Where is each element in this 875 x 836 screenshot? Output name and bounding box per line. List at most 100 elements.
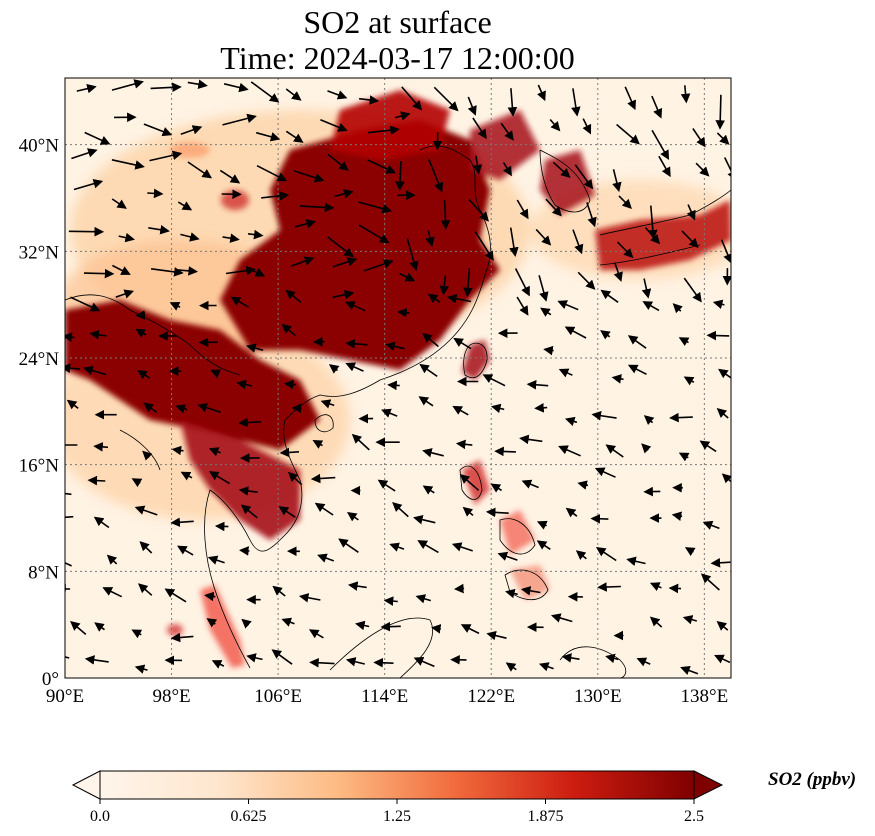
- wind-arrow: [463, 267, 473, 298]
- wind-arrow: [327, 153, 349, 171]
- wind-arrow: [549, 118, 561, 132]
- wind-arrow: [87, 475, 106, 486]
- wind-arrow: [428, 159, 444, 193]
- wind-arrow: [131, 629, 143, 639]
- wind-arrow: [70, 296, 101, 312]
- map-title: SO2 at surface: [303, 4, 492, 40]
- wind-arrow: [561, 653, 580, 663]
- wind-arrow: [467, 96, 477, 116]
- wind-arrow: [700, 573, 720, 591]
- wind-arrow: [422, 332, 439, 348]
- wind-arrow: [649, 616, 663, 628]
- wind-arrow: [505, 662, 517, 672]
- wind-arrow: [380, 621, 401, 632]
- wind-arrow: [271, 649, 293, 665]
- wind-arrow: [70, 620, 87, 636]
- wind-arrow: [507, 88, 518, 117]
- wind-arrow: [671, 511, 683, 521]
- wind-arrow: [367, 125, 400, 135]
- wind-arrow: [387, 380, 400, 391]
- wind-arrow: [574, 164, 594, 190]
- wind-arrow: [170, 632, 194, 643]
- wind-arrow: [669, 412, 693, 423]
- wind-arrow: [284, 379, 296, 390]
- wind-arrow: [627, 364, 647, 376]
- wind-arrow: [150, 267, 184, 277]
- wind-arrow: [419, 363, 438, 378]
- wind-arrow: [137, 583, 153, 596]
- wind-arrow: [418, 396, 434, 407]
- wind-arrow: [65, 492, 72, 496]
- longitude-tick-label: 138°E: [681, 686, 729, 707]
- wind-arrow: [658, 155, 671, 178]
- wind-arrow: [240, 504, 258, 519]
- wind-arrow: [93, 442, 109, 452]
- wind-arrow: [564, 416, 578, 427]
- wind-arrow: [73, 179, 104, 191]
- wind-arrow: [732, 195, 743, 210]
- wind-arrow: [519, 434, 543, 445]
- wind-arrow: [699, 440, 717, 453]
- wind-arrow: [497, 551, 518, 561]
- colorbar-tick-label: 1.875: [528, 808, 564, 825]
- wind-arrow: [308, 629, 324, 639]
- latitude-tick-label: 8°N: [28, 562, 59, 583]
- wind-arrow: [721, 473, 731, 484]
- wind-arrow: [83, 268, 115, 279]
- wind-arrow: [111, 198, 127, 209]
- wind-arrow: [71, 148, 98, 160]
- wind-arrow: [137, 369, 151, 380]
- wind-arrow: [613, 262, 623, 282]
- wind-arrow: [65, 656, 70, 659]
- wind-arrow: [535, 228, 552, 246]
- wind-arrow: [320, 119, 348, 132]
- wind-arrow: [413, 514, 436, 525]
- wind-arrow: [651, 95, 663, 119]
- wind-arrow: [433, 86, 459, 112]
- wind-arrow: [440, 200, 451, 230]
- so2-concentration-field: [65, 90, 731, 668]
- wind-arrow: [65, 332, 75, 342]
- wind-arrow: [187, 161, 213, 179]
- wind-arrow: [490, 483, 503, 493]
- wind-arrow: [591, 410, 617, 421]
- wind-arrow: [712, 299, 725, 309]
- wind-arrow: [222, 113, 257, 126]
- wind-arrow: [618, 195, 632, 210]
- wind-arrow: [502, 162, 512, 177]
- wind-arrow: [94, 622, 105, 632]
- wind-arrow: [187, 79, 208, 89]
- wind-arrow: [211, 660, 225, 669]
- wind-arrow: [716, 408, 729, 419]
- wind-arrow: [83, 365, 107, 376]
- wind-arrow: [644, 227, 661, 245]
- longitude-tick-label: 130°E: [574, 686, 622, 707]
- wind-arrow: [150, 82, 182, 93]
- wind-arrow: [247, 229, 264, 240]
- wind-arrow: [668, 583, 682, 594]
- latitude-tick-label: 40°N: [19, 136, 60, 157]
- wind-arrow: [536, 520, 548, 530]
- wind-arrow: [298, 593, 321, 603]
- wind-arrow: [131, 478, 143, 488]
- wind-arrow: [290, 256, 315, 267]
- wind-arrow: [170, 517, 194, 528]
- wind-arrow: [84, 655, 109, 665]
- wind-arrow: [345, 338, 368, 349]
- wind-arrow: [334, 189, 354, 199]
- wind-arrow: [149, 150, 183, 162]
- wind-arrow: [294, 219, 317, 229]
- wind-arrow: [692, 128, 706, 148]
- wind-arrow: [505, 588, 518, 599]
- wind-arrow: [230, 296, 249, 308]
- wind-arrow: [494, 446, 516, 457]
- wind-arrow: [102, 587, 123, 598]
- wind-arrow: [332, 257, 358, 268]
- wind-arrow: [65, 515, 74, 519]
- wind-arrow: [76, 83, 97, 94]
- wind-arrow: [65, 562, 72, 567]
- wind-arrow: [683, 376, 695, 386]
- wind-arrow: [134, 664, 148, 674]
- wind-arrow: [358, 201, 393, 214]
- wind-arrow: [332, 289, 355, 300]
